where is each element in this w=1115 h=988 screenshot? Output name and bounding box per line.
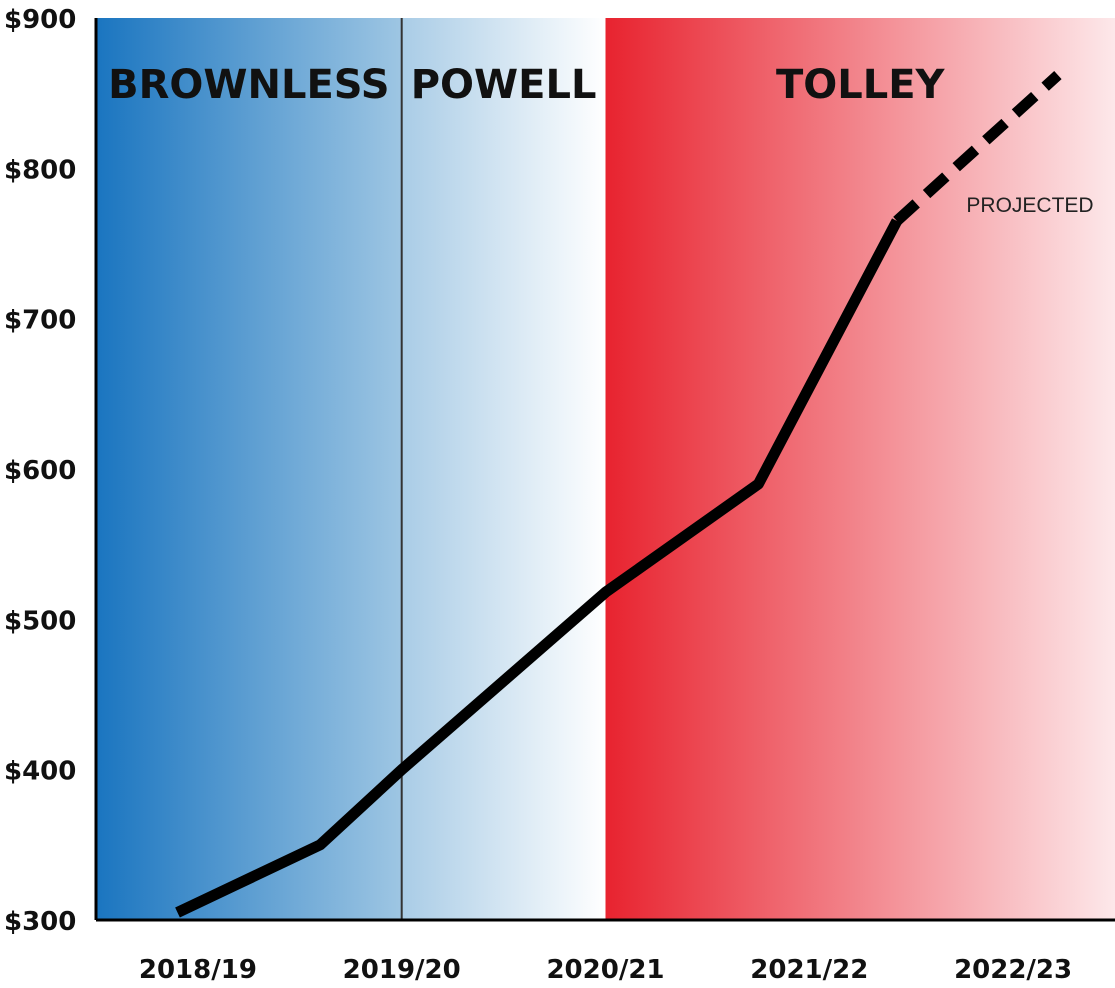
- era-band-tolley: [605, 18, 1115, 920]
- era-band-brownless: [96, 18, 402, 920]
- era-label-powell: POWELL: [411, 62, 597, 108]
- projected-annotation: PROJECTED: [966, 194, 1093, 217]
- era-label-tolley: TOLLEY: [776, 62, 946, 108]
- x-tick-label: 2019/20: [343, 955, 461, 985]
- y-tick-label: $400: [4, 757, 76, 787]
- projected-line: [893, 71, 1062, 225]
- chart-labels: BROWNLESS POWELL TOLLEY $900 $800 $700 $600 $50…: [4, 5, 1094, 985]
- x-tick-label: 2020/21: [546, 955, 664, 985]
- y-tick-label: $500: [4, 606, 76, 636]
- y-tick-label: $300: [4, 907, 76, 937]
- x-tick-label: 2021/22: [750, 955, 868, 985]
- y-tick-label: $700: [4, 306, 76, 336]
- era-label-brownless: BROWNLESS: [108, 62, 390, 108]
- y-tick-label: $900: [4, 5, 76, 35]
- era-band-powell: [401, 18, 606, 920]
- data-lines: [175, 71, 1062, 918]
- actual-line: [175, 218, 902, 918]
- y-tick-label: $800: [4, 155, 76, 185]
- x-tick-label: 2018/19: [139, 955, 257, 985]
- era-bands: [96, 18, 1115, 920]
- y-tick-label: $600: [4, 456, 76, 486]
- x-tick-label: 2022/23: [954, 955, 1072, 985]
